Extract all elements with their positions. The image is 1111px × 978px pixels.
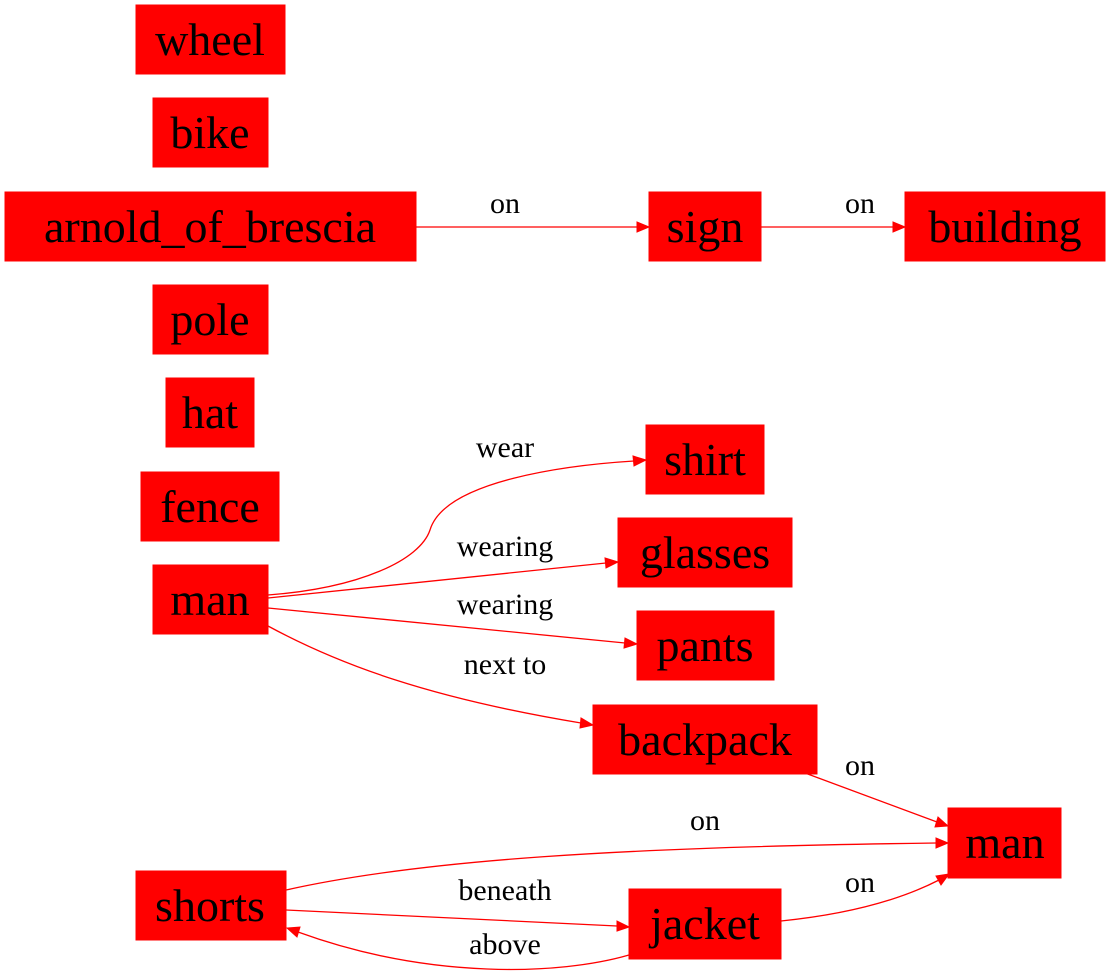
node-jacket: jacket — [628, 888, 782, 960]
edge-line — [285, 842, 937, 891]
arrowhead — [636, 221, 651, 233]
node-fence: fence — [140, 471, 280, 542]
edge-label: wearing — [457, 530, 554, 563]
arrowhead — [579, 717, 595, 729]
node-man: man — [152, 564, 269, 635]
node-label: wheel — [155, 14, 265, 65]
arrowhead — [934, 816, 950, 828]
node-label: bike — [170, 107, 249, 158]
node-label: shorts — [155, 880, 265, 931]
edge-label: wear — [476, 431, 534, 464]
edge-label: on — [490, 187, 520, 220]
node-arnold-of-brescia: arnold_of_brescia — [4, 191, 417, 262]
edge-label: on — [690, 804, 720, 837]
node-glasses: glasses — [617, 517, 793, 588]
node-label: pole — [170, 294, 249, 345]
node-label: backpack — [618, 714, 792, 765]
edge-label: beneath — [458, 874, 551, 907]
node-label: man — [170, 574, 249, 625]
node-hat: hat — [165, 377, 255, 448]
edge-line — [780, 879, 940, 922]
edge-arnold-on-sign: on — [416, 187, 651, 233]
arrowhead — [935, 837, 950, 849]
node-label: pants — [656, 620, 753, 671]
node-label: shirt — [664, 434, 746, 485]
edge-label: above — [469, 928, 541, 961]
node-label: fence — [160, 481, 260, 532]
arrowhead — [285, 926, 301, 938]
edge-label: on — [845, 187, 875, 220]
node-man-2: man — [947, 807, 1062, 879]
edge-man-wear-shirt: wear — [267, 431, 648, 596]
node-shorts: shorts — [135, 870, 287, 941]
edge-line — [297, 931, 630, 971]
edge-line — [267, 562, 607, 599]
node-label: jacket — [648, 898, 760, 949]
edge-label: wearing — [457, 588, 554, 621]
edge-line — [804, 772, 938, 823]
edge-shorts-beneath-jacket: beneath — [285, 874, 631, 932]
arrowhead — [623, 637, 639, 649]
arrowhead — [604, 557, 620, 569]
arrowhead — [935, 873, 951, 886]
edge-label: on — [845, 866, 875, 899]
edge-jacket-above-shorts: above — [285, 926, 630, 971]
arrowhead — [892, 221, 907, 233]
edge-line — [267, 625, 582, 724]
edge-line — [285, 909, 618, 927]
edge-line — [267, 460, 635, 596]
node-label: glasses — [640, 527, 770, 578]
edge-label: on — [845, 749, 875, 782]
node-sign: sign — [648, 191, 762, 262]
node-label: building — [928, 201, 1081, 252]
node-label: hat — [182, 387, 238, 438]
node-wheel: wheel — [135, 4, 286, 75]
edge-sign-on-building: on — [761, 187, 907, 233]
node-shirt: shirt — [645, 424, 765, 495]
arrowhead — [616, 920, 631, 932]
node-backpack: backpack — [592, 704, 818, 775]
node-pants: pants — [636, 610, 775, 681]
edge-label: next to — [464, 648, 547, 681]
edge-line — [267, 607, 626, 644]
edge-man-nextto-backpack: next to — [267, 625, 595, 729]
node-bike: bike — [152, 97, 269, 168]
edge-jacket-on-man: on — [780, 866, 951, 922]
node-pole: pole — [152, 284, 269, 355]
edge-backpack-on-man: on — [804, 749, 950, 828]
node-label: sign — [667, 201, 744, 252]
node-building: building — [904, 191, 1106, 262]
node-label: man — [965, 817, 1044, 868]
edge-shorts-on-man: on — [285, 804, 950, 891]
node-label: arnold_of_brescia — [44, 201, 376, 252]
edge-man-wearing-glasses: wearing — [267, 530, 620, 599]
edge-man-wearing-pants: wearing — [267, 588, 639, 649]
arrowhead — [632, 455, 648, 467]
